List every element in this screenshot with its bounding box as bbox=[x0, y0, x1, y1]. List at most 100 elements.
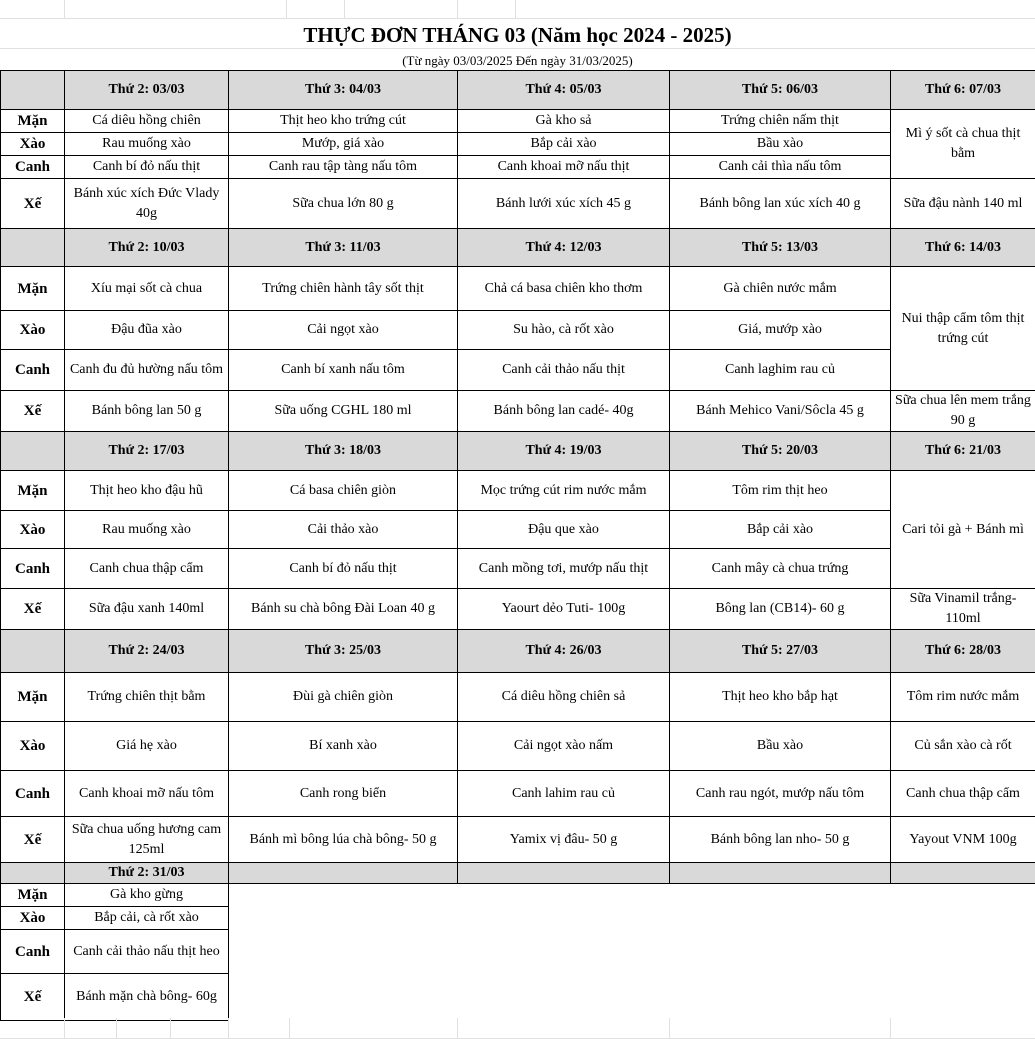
dish-cell-merged: Nui thập cẩm tôm thịt trứng cút bbox=[890, 266, 1035, 391]
meal-type-label: Xào bbox=[0, 721, 65, 771]
sheet-gridlines-bottom bbox=[0, 1018, 1035, 1039]
dish-cell: Tôm rim nước mắm bbox=[890, 672, 1035, 722]
dish-cell: Bắp cải, cà rốt xào bbox=[64, 906, 229, 930]
meal-type-label: Xào bbox=[0, 906, 65, 930]
dish-cell: Sữa chua lớn 80 g bbox=[228, 178, 458, 229]
dish-cell: Cá diêu hồng chiên sả bbox=[457, 672, 670, 722]
dish-cell: Giá hẹ xào bbox=[64, 721, 229, 771]
dish-cell: Cá diêu hồng chiên bbox=[64, 109, 229, 133]
dish-cell: Sữa chua uống hương cam 125ml bbox=[64, 816, 229, 863]
dish-cell: Canh khoai mỡ nấu tôm bbox=[64, 770, 229, 817]
day-header bbox=[457, 862, 670, 884]
week-header-row: Thứ 2: 24/03 Thứ 3: 25/03 Thứ 4: 26/03 Thứ … bbox=[0, 629, 1035, 673]
dish-cell: Bánh bông lan cadé- 40g bbox=[457, 390, 670, 432]
meal-type-label: Xế bbox=[0, 973, 65, 1021]
dish-cell: Trứng chiên nấm thịt bbox=[669, 109, 891, 133]
dish-cell: Canh mồng tơi, mướp nấu thịt bbox=[457, 548, 670, 589]
dish-cell: Đậu que xào bbox=[457, 510, 670, 549]
dish-cell: Canh bí đỏ nấu thịt bbox=[228, 548, 458, 589]
dish-cell: Bí xanh xào bbox=[228, 721, 458, 771]
dish-cell: Bầu xào bbox=[669, 132, 891, 156]
meal-row-xao: Xào Rau muống xào Cải thảo xào Đậu que xào B… bbox=[0, 510, 1035, 549]
header-corner-cell bbox=[0, 629, 65, 673]
page-title: THỰC ĐƠN THÁNG 03 (Năm học 2024 - 2025) bbox=[303, 23, 732, 47]
day-header bbox=[228, 862, 458, 884]
day-header: Thứ 6: 21/03 bbox=[890, 431, 1035, 471]
dish-cell: Củ sắn xào cà rốt bbox=[890, 721, 1035, 771]
day-header: Thứ 6: 28/03 bbox=[890, 629, 1035, 673]
dish-cell: Mọc trứng cút rim nước mắm bbox=[457, 470, 670, 511]
day-header: Thứ 2: 10/03 bbox=[64, 228, 229, 267]
day-header: Thứ 2: 17/03 bbox=[64, 431, 229, 471]
meal-type-label: Canh bbox=[0, 155, 65, 179]
date-range: (Từ ngày 03/03/2025 Đến ngày 31/03/2025) bbox=[402, 53, 633, 68]
dish-cell: Canh mây cà chua trứng bbox=[669, 548, 891, 589]
dish-cell: Canh cải thảo nấu thịt heo bbox=[64, 929, 229, 974]
header-corner-cell bbox=[0, 431, 65, 471]
dish-cell: Cải thảo xào bbox=[228, 510, 458, 549]
day-header: Thứ 4: 05/03 bbox=[457, 70, 670, 110]
day-header: Thứ 6: 07/03 bbox=[890, 70, 1035, 110]
dish-cell: Canh khoai mỡ nấu thịt bbox=[457, 155, 670, 179]
dish-cell: Sữa Vinamil trắng- 110ml bbox=[890, 588, 1035, 630]
meal-type-label: Canh bbox=[0, 929, 65, 974]
menu-table: Thứ 2: 03/03 Thứ 3: 04/03 Thứ 4: 05/03 Thứ … bbox=[0, 70, 1035, 1021]
dish-cell: Canh đu đủ hường nấu tôm bbox=[64, 349, 229, 391]
dish-cell: Bánh su chà bông Đài Loan 40 g bbox=[228, 588, 458, 630]
empty-area bbox=[229, 884, 1035, 907]
dish-cell: Yayout VNM 100g bbox=[890, 816, 1035, 863]
dish-cell: Canh bí đỏ nấu thịt bbox=[64, 155, 229, 179]
meal-type-label: Xế bbox=[0, 816, 65, 863]
dish-cell: Sữa đậu xanh 140ml bbox=[64, 588, 229, 630]
meal-row-xe: Xế Bánh mặn chà bông- 60g bbox=[0, 973, 1035, 1021]
meal-row-xao: Xào Đậu đũa xào Cải ngọt xào Su hào, cà rốt… bbox=[0, 310, 1035, 350]
dish-cell-merged: Cari tỏi gà + Bánh mì bbox=[890, 470, 1035, 589]
dish-cell: Gà kho gừng bbox=[64, 883, 229, 907]
dish-cell: Canh chua thập cẩm bbox=[64, 548, 229, 589]
dish-cell: Xíu mại sốt cà chua bbox=[64, 266, 229, 311]
meal-row-xao: Xào Rau muống xào Mướp, giá xào Bắp cải xào… bbox=[0, 132, 1035, 156]
day-header: Thứ 5: 06/03 bbox=[669, 70, 891, 110]
empty-area bbox=[229, 907, 1035, 930]
dish-cell: Bánh mặn chà bông- 60g bbox=[64, 973, 229, 1021]
dish-cell: Sữa uống CGHL 180 ml bbox=[228, 390, 458, 432]
meal-row-canh: Canh Canh bí đỏ nấu thịt Canh rau tập tàng… bbox=[0, 155, 1035, 179]
meal-type-label: Xế bbox=[0, 588, 65, 630]
dish-cell: Bầu xào bbox=[669, 721, 891, 771]
meal-type-label: Xào bbox=[0, 310, 65, 350]
day-header: Thứ 3: 25/03 bbox=[228, 629, 458, 673]
dish-cell: Trứng chiên thịt bằm bbox=[64, 672, 229, 722]
dish-cell: Sữa chua lên mem trắng 90 g bbox=[890, 390, 1035, 432]
meal-type-label: Mặn bbox=[0, 883, 65, 907]
meal-row-xe: Xế Sữa chua uống hương cam 125ml Bánh mì b… bbox=[0, 816, 1035, 863]
meal-row-canh: Canh Canh cải thảo nấu thịt heo bbox=[0, 929, 1035, 974]
header-corner-cell bbox=[0, 862, 65, 884]
dish-cell: Canh rau tập tàng nấu tôm bbox=[228, 155, 458, 179]
meal-row-man: Mặn Trứng chiên thịt bằm Đùi gà chiên giòn… bbox=[0, 672, 1035, 722]
dish-cell: Rau muống xào bbox=[64, 510, 229, 549]
meal-type-label: Canh bbox=[0, 770, 65, 817]
week-header-row: Thứ 2: 03/03 Thứ 3: 04/03 Thứ 4: 05/03 Thứ … bbox=[0, 70, 1035, 110]
dish-cell: Bắp cải xào bbox=[457, 132, 670, 156]
empty-area bbox=[229, 930, 1035, 974]
dish-cell: Bánh Mehico Vani/Sôcla 45 g bbox=[669, 390, 891, 432]
dish-cell: Canh chua thập cẩm bbox=[890, 770, 1035, 817]
dish-cell: Canh bí xanh nấu tôm bbox=[228, 349, 458, 391]
meal-type-label: Xào bbox=[0, 510, 65, 549]
meal-row-canh: Canh Canh chua thập cẩm Canh bí đỏ nấu thị… bbox=[0, 548, 1035, 589]
meal-row-man: Mặn Cá diêu hồng chiên Thịt heo kho trứng … bbox=[0, 109, 1035, 179]
day-header: Thứ 6: 14/03 bbox=[890, 228, 1035, 267]
dish-cell: Sữa đậu nành 140 ml bbox=[890, 178, 1035, 229]
dish-cell: Gà kho sả bbox=[457, 109, 670, 133]
dish-cell: Canh lahim rau củ bbox=[457, 770, 670, 817]
dish-cell: Chả cá basa chiên kho thơm bbox=[457, 266, 670, 311]
dish-cell: Canh rong biển bbox=[228, 770, 458, 817]
meal-type-label: Xào bbox=[0, 132, 65, 156]
meal-row-xe: Xế Sữa đậu xanh 140ml Bánh su chà bông Đài… bbox=[0, 588, 1035, 630]
meal-row-xao: Xào Bắp cải, cà rốt xào bbox=[0, 906, 1035, 930]
dish-cell: Bánh mì bông lúa chà bông- 50 g bbox=[228, 816, 458, 863]
dish-cell: Canh laghim rau củ bbox=[669, 349, 891, 391]
dish-cell: Cải ngọt xào nấm bbox=[457, 721, 670, 771]
meal-type-label: Canh bbox=[0, 349, 65, 391]
day-header bbox=[890, 862, 1035, 884]
